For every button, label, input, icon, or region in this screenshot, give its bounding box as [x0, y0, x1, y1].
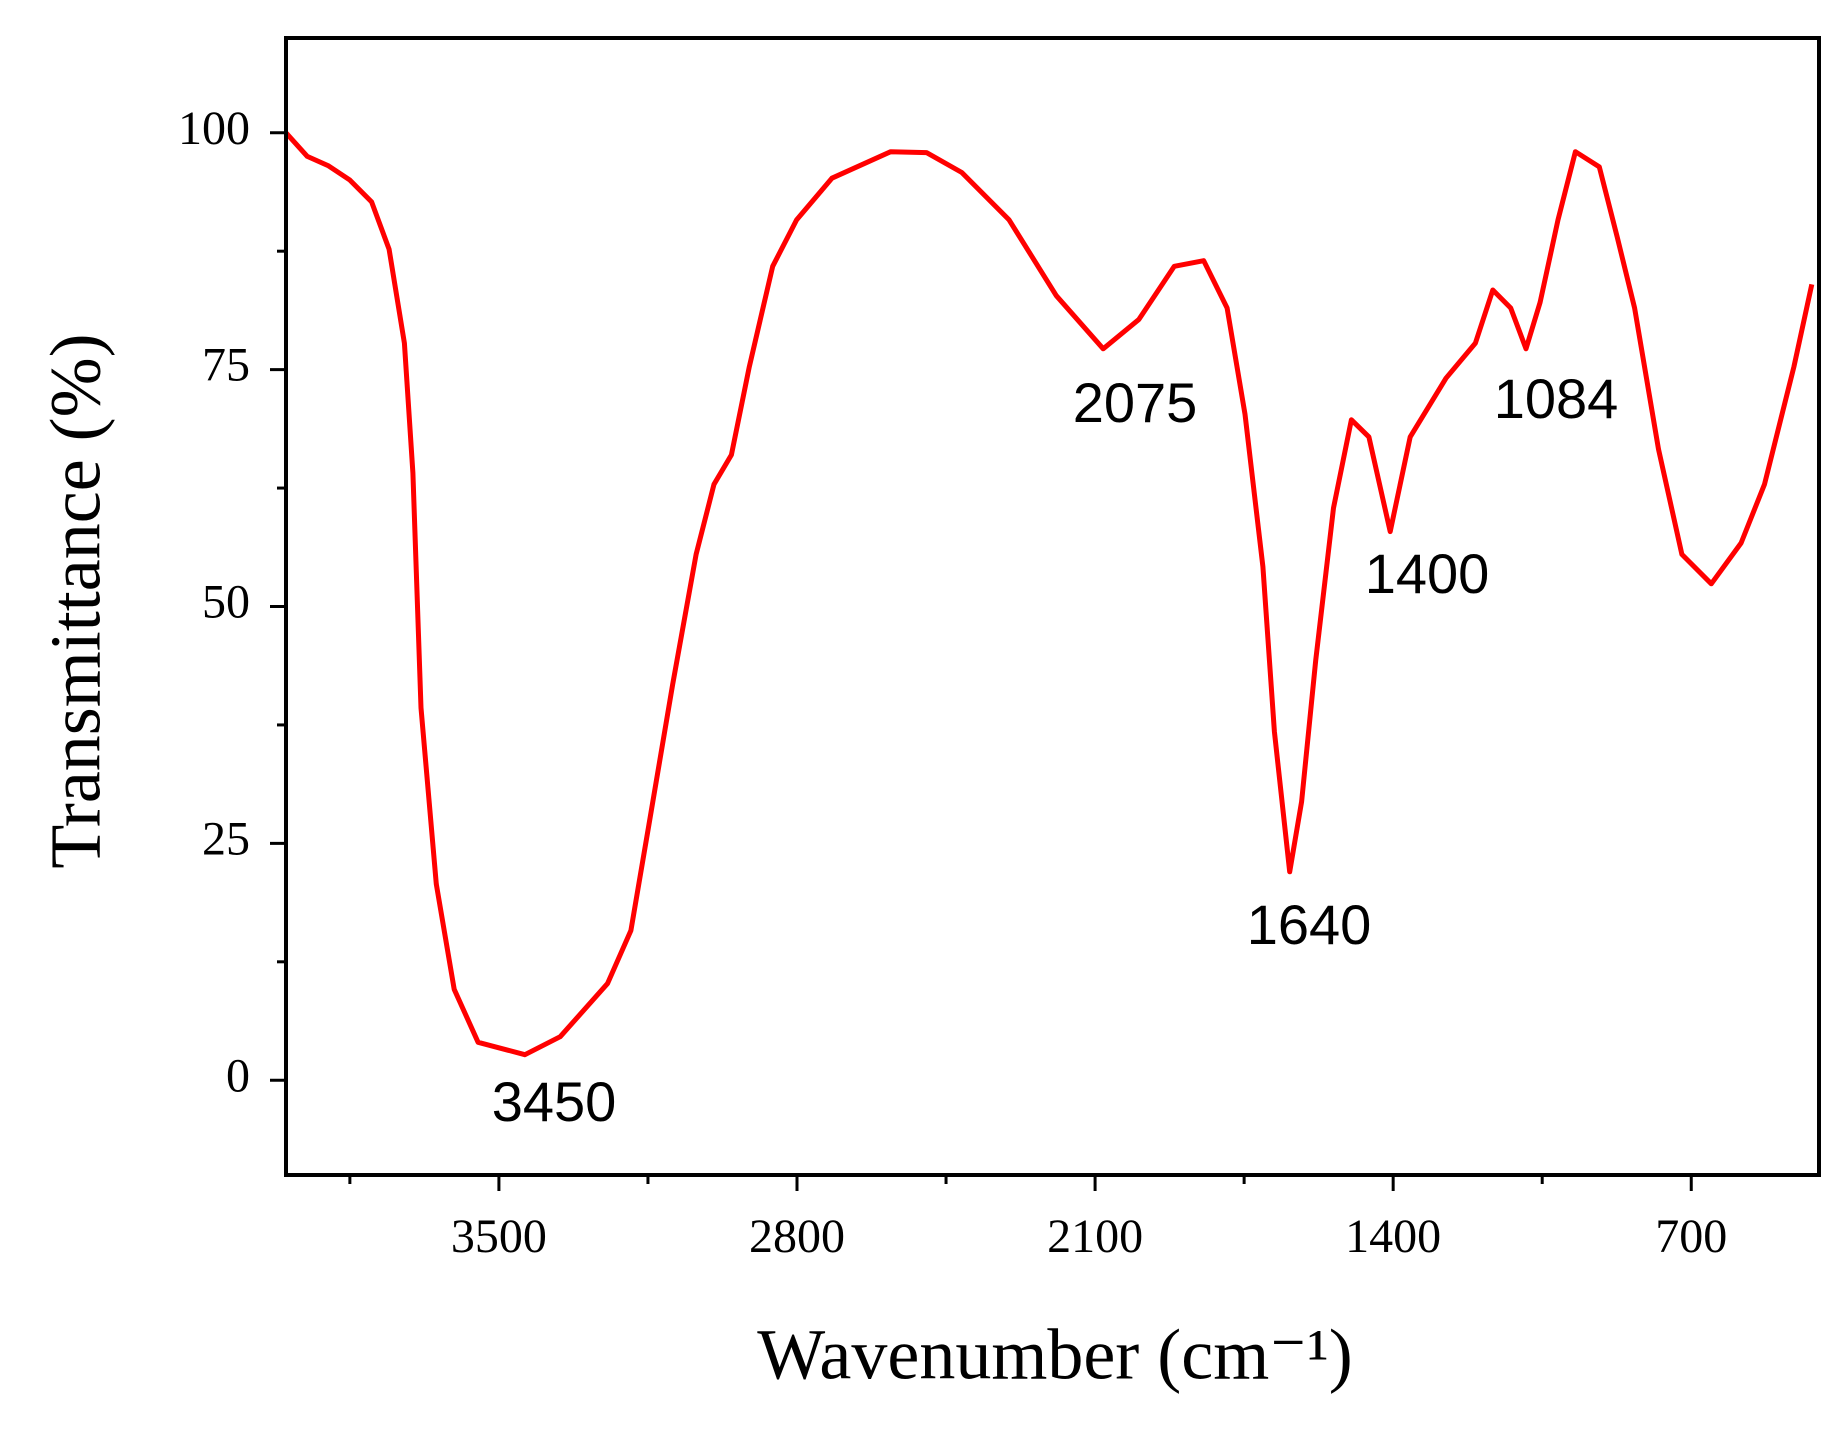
- peak-label: 1640: [1247, 893, 1372, 956]
- y-tick-label: 25: [202, 812, 250, 865]
- spectrum-line: [284, 131, 1815, 1058]
- y-tick-label: 0: [226, 1049, 250, 1102]
- x-tick-label: 1400: [1345, 1210, 1441, 1263]
- x-tick-label: 2800: [749, 1210, 845, 1263]
- x-axis-title: Wavenumber (cm⁻¹): [757, 1315, 1353, 1395]
- y-tick-label: 75: [202, 339, 250, 392]
- peak-label: 3450: [492, 1070, 617, 1133]
- x-tick-label: 700: [1655, 1210, 1727, 1263]
- peak-label: 2075: [1073, 371, 1198, 434]
- y-tick-label: 100: [178, 102, 250, 155]
- plot-frame: [284, 36, 1821, 1177]
- x-tick-label: 3500: [451, 1210, 547, 1263]
- peak-label: 1084: [1494, 367, 1619, 430]
- y-tick-label: 50: [202, 576, 250, 629]
- peak-label: 1400: [1365, 542, 1490, 605]
- x-tick-label: 2100: [1047, 1210, 1143, 1263]
- y-axis-title: Transmittance (%): [36, 333, 116, 868]
